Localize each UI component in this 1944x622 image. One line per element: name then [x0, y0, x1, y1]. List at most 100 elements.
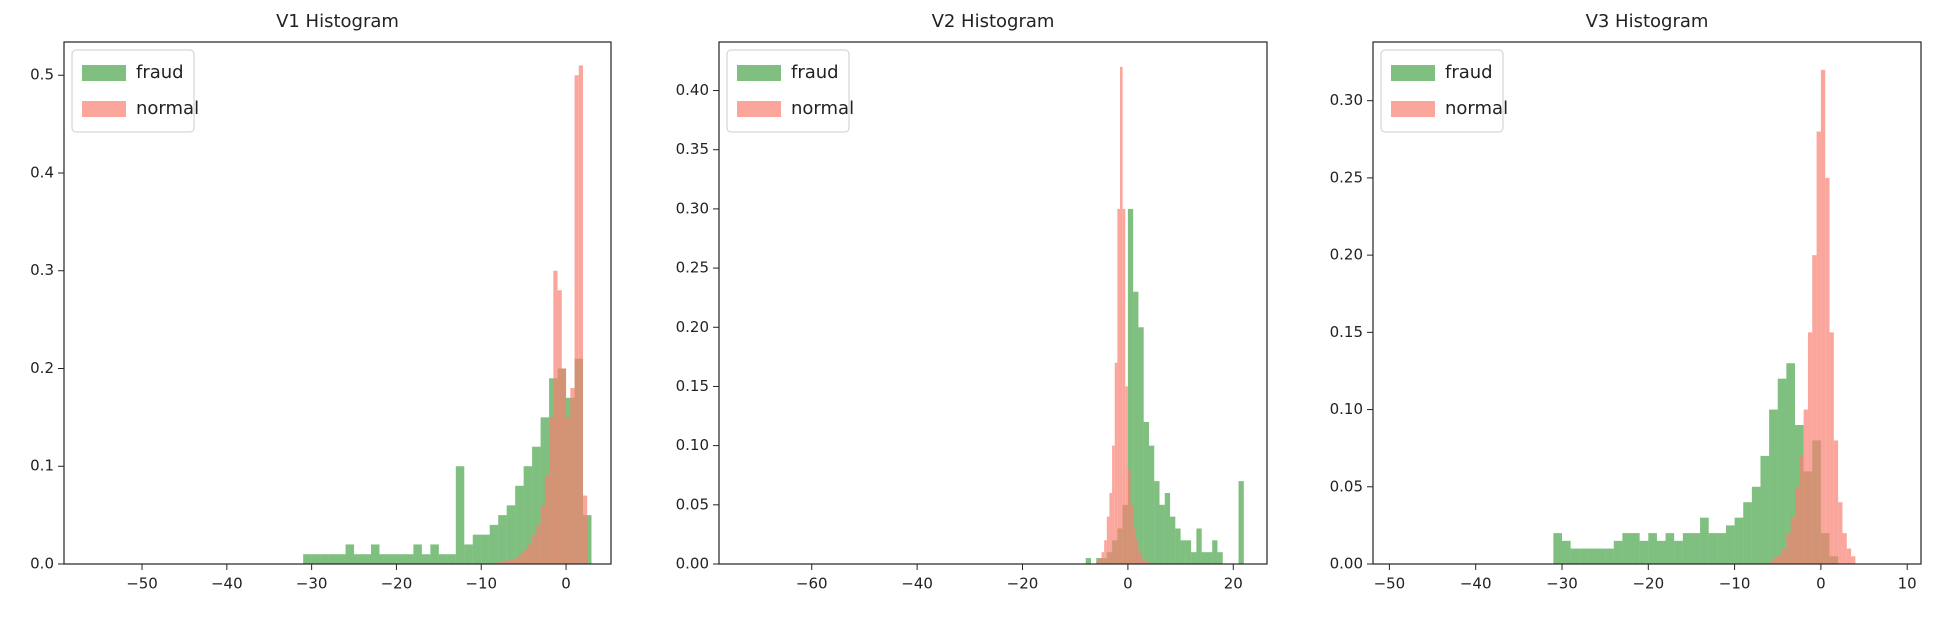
legend-label: fraud — [791, 62, 839, 83]
histogram-bar — [1154, 481, 1160, 564]
histogram-bar — [404, 554, 414, 564]
histogram-bar — [1112, 445, 1115, 564]
x-tick-label: −60 — [796, 575, 828, 593]
histogram-bar — [1656, 540, 1666, 564]
histogram-bar — [1708, 533, 1718, 564]
histogram-bar — [1825, 177, 1830, 564]
histogram-bar — [1803, 409, 1808, 564]
y-tick-label: 0.25 — [676, 259, 709, 277]
x-tick-label: −40 — [211, 575, 243, 593]
histogram-bar — [1760, 455, 1770, 564]
histogram-bar — [1820, 69, 1826, 564]
histogram-bar — [1196, 528, 1202, 564]
histogram-bar — [510, 559, 516, 564]
histogram-bar — [328, 554, 338, 564]
histogram-bar — [1175, 528, 1181, 564]
histogram-bar — [1833, 440, 1839, 564]
y-tick-label: 0.25 — [1330, 168, 1363, 186]
histogram-bar — [1212, 540, 1218, 564]
histogram-bar — [1104, 540, 1107, 564]
histogram-bar — [583, 495, 588, 564]
y-tick-label: 0.15 — [676, 377, 709, 395]
x-tick-label: −20 — [381, 575, 413, 593]
histogram-bar — [464, 544, 473, 564]
histogram-bar — [1751, 486, 1761, 564]
histogram-bar — [345, 544, 355, 564]
histogram-bar — [506, 560, 511, 564]
histogram-bar — [506, 505, 516, 564]
legend-swatch — [737, 65, 781, 81]
histogram-bar — [1127, 208, 1134, 565]
histogram-bar — [1125, 386, 1128, 564]
y-tick-label: 0.00 — [676, 555, 709, 573]
histogram-bar — [544, 476, 550, 564]
histogram-bar — [553, 270, 558, 564]
histogram-bar — [1631, 533, 1640, 564]
histogram-bar — [387, 554, 397, 564]
histogram-bar — [1138, 552, 1142, 564]
legend-label: fraud — [1445, 62, 1493, 83]
chart-title: V2 Histogram — [932, 11, 1055, 32]
histogram-bar — [489, 524, 499, 564]
histogram-bar — [561, 368, 567, 564]
legend: fraud normal — [1380, 49, 1508, 133]
histogram-bar — [1665, 533, 1675, 564]
legend-swatch — [82, 65, 126, 81]
x-tick-label: 10 — [1898, 575, 1917, 593]
histogram-bar — [1561, 540, 1571, 564]
legend: fraud normal — [71, 49, 199, 133]
x-tick-label: −30 — [296, 575, 328, 593]
histogram-bar — [370, 544, 380, 564]
histogram-bar — [1717, 533, 1726, 564]
y-tick-label: 0.10 — [1330, 400, 1363, 418]
x-tick-label: −50 — [1374, 575, 1406, 593]
legend-label: fraud — [136, 62, 184, 83]
x-tick-label: 0 — [1123, 575, 1133, 593]
histogram-bar — [540, 505, 545, 564]
histogram-bar — [455, 466, 465, 564]
y-tick-label: 0.2 — [30, 359, 54, 377]
x-tick-label: −30 — [1546, 575, 1578, 593]
histogram-bar — [1133, 528, 1136, 564]
histogram-bar — [523, 549, 528, 564]
histogram-bar — [1842, 533, 1847, 564]
histogram-bar — [536, 524, 541, 564]
histogram-bar — [396, 554, 405, 564]
histogram-bar — [1725, 525, 1735, 564]
y-tick-label: 0.35 — [676, 140, 709, 158]
histogram-bar — [1201, 552, 1207, 564]
histogram-bar — [1191, 552, 1197, 564]
histogram-bar — [578, 65, 584, 565]
histogram-bar — [1613, 540, 1623, 564]
legend-swatch — [1391, 65, 1435, 81]
histogram-bar — [1122, 208, 1126, 565]
histogram-bar — [515, 557, 520, 564]
legend-label: normal — [136, 98, 199, 119]
histogram-bar — [523, 466, 533, 564]
histogram-bar — [1734, 517, 1744, 564]
x-tick-label: −40 — [1460, 575, 1492, 593]
histogram-bar — [1596, 548, 1606, 564]
y-tick-label: 0.05 — [1330, 477, 1363, 495]
x-tick-label: 0 — [1816, 575, 1826, 593]
histogram-bar — [438, 554, 448, 564]
histogram-bar — [1674, 540, 1683, 564]
histogram-bar — [1098, 558, 1102, 564]
histogram-bar — [1782, 548, 1787, 564]
x-tick-label: −20 — [1632, 575, 1664, 593]
y-tick-label: 0.30 — [676, 199, 709, 217]
histogram-bar — [413, 544, 422, 564]
histogram-bar — [311, 554, 321, 564]
histogram-bar — [1143, 421, 1149, 564]
histogram-bar — [1773, 557, 1778, 564]
histogram-bar — [303, 554, 312, 564]
legend: fraud normal — [726, 49, 854, 133]
histogram-bar — [532, 446, 541, 564]
histogram-bar — [1639, 540, 1649, 564]
histogram-bar — [1743, 502, 1752, 564]
histogram-bar — [1807, 332, 1813, 564]
histogram-bar — [1838, 502, 1843, 564]
histogram-bar — [362, 554, 371, 564]
histogram-bar — [1605, 548, 1614, 564]
